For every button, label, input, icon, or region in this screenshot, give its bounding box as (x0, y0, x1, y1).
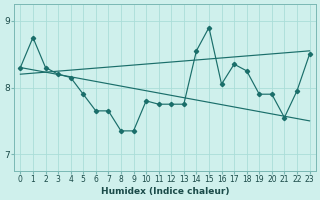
X-axis label: Humidex (Indice chaleur): Humidex (Indice chaleur) (101, 187, 229, 196)
